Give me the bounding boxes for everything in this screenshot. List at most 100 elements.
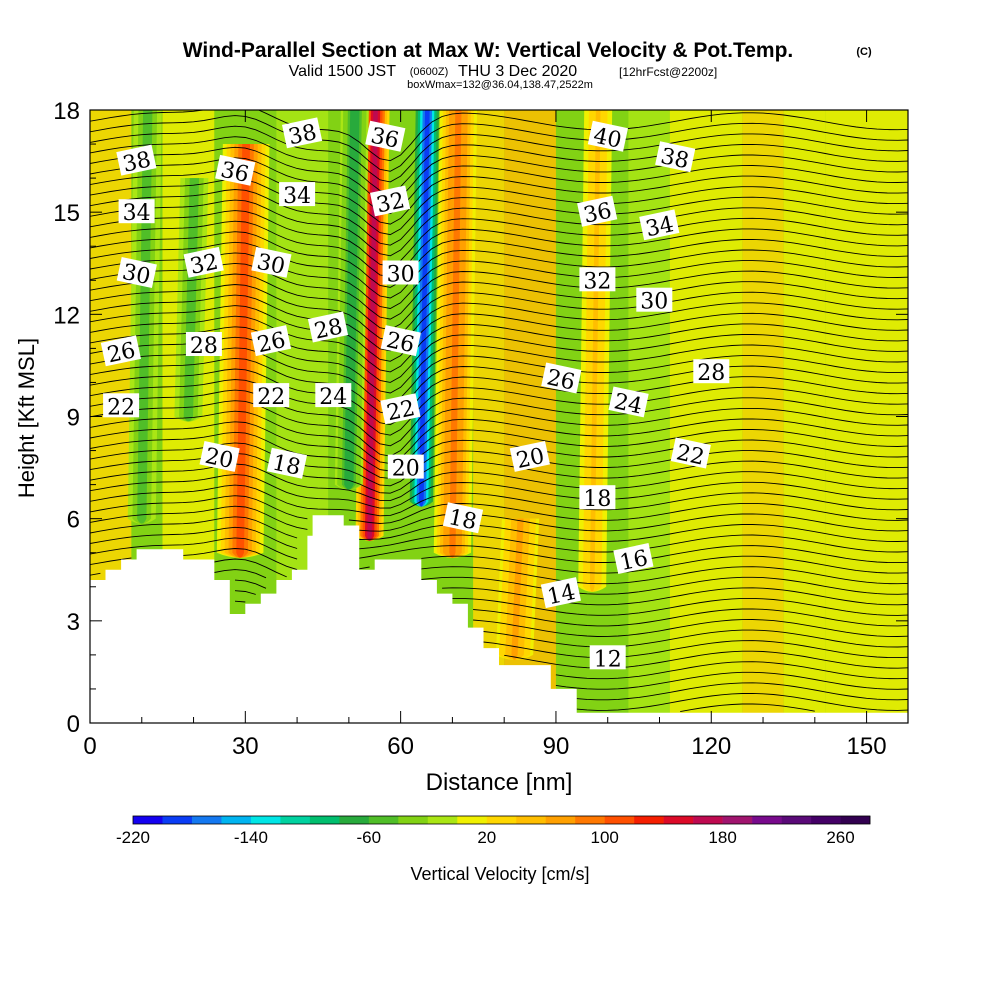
isentrope-label-text: 22 (107, 395, 135, 420)
velocity-background-band (742, 110, 784, 723)
isentrope-line (90, 220, 908, 278)
colorbar-tick-label: -220 (116, 828, 150, 847)
isentrope-label-text: 34 (283, 184, 311, 209)
velocity-plume (174, 178, 209, 422)
velocity-background-band (669, 110, 743, 723)
isentrope-line (90, 294, 908, 352)
terrain (90, 515, 908, 723)
colorbar-swatch (486, 816, 517, 824)
isentrope-label-text: 30 (255, 250, 288, 280)
isentrope-line (90, 548, 908, 574)
isentrope-label-text: 28 (312, 314, 345, 344)
isentrope-line (90, 379, 908, 436)
isentrope-label-box (380, 393, 421, 425)
isentrope-label-text: 22 (674, 440, 707, 470)
isentrope-line (90, 368, 908, 426)
colorbar-swatch (663, 816, 694, 824)
terrain-mask (90, 515, 908, 723)
isentrope-label-text: 38 (286, 120, 319, 150)
velocity-contour (449, 110, 462, 558)
isentrope-line (214, 569, 908, 595)
isentrope-label-box (670, 437, 711, 469)
isentrope-label-text: 20 (392, 457, 420, 482)
isentrope-label: 22 (103, 393, 140, 420)
isentrope-line (234, 600, 908, 627)
isentrope-label-box (589, 645, 626, 670)
isentrope-label: 28 (185, 332, 222, 359)
colorbar-swatch (781, 816, 812, 824)
colorbar-swatch (309, 816, 340, 824)
isentrope-label-text: 38 (658, 144, 691, 174)
isentrope-line (90, 410, 908, 465)
isentrope-label-text: 22 (385, 396, 418, 426)
isentrope-line (90, 431, 908, 479)
isentrope-line (680, 703, 815, 713)
y-axis-label: Height [Kft MSL] (14, 338, 39, 498)
velocity-contour (511, 518, 524, 660)
isentrope-label-text: 36 (368, 124, 401, 154)
colorbar-swatch (604, 816, 635, 824)
isentrope-line (576, 682, 908, 701)
isentrope-label-text: 30 (387, 263, 415, 288)
colorbar: -220 -140 -60 20 100 180 260 (116, 815, 871, 847)
colorbar-swatch (545, 816, 576, 824)
isentrope-line (90, 389, 908, 447)
isentrope-label: 32 (369, 185, 411, 219)
isentrope-label-box (387, 454, 424, 479)
isentrope-label-box (215, 154, 256, 186)
isentrope-line (90, 347, 908, 405)
valid-utc: (0600Z) (410, 66, 449, 78)
colorbar-swatch (280, 816, 311, 824)
isentrope-label-box (369, 185, 411, 217)
isentrope-label-box (693, 359, 730, 384)
isentrope-line (90, 273, 908, 331)
plot-area: 38 34 30 26 22 36 32 28 20 38 34 30 26 22 18 28 24 36 32 30… (90, 110, 908, 723)
colorbar-tick-label: -60 (357, 828, 382, 847)
colorbar-tick-label: 260 (826, 828, 854, 847)
isentrope-label-text: 18 (270, 451, 303, 481)
isentrope-line (504, 650, 908, 669)
isentrope-label-text: 26 (384, 328, 417, 358)
colorbar-swatch (693, 816, 723, 824)
y-tick-label: 12 (53, 302, 80, 329)
isentrope-label-box (655, 141, 696, 173)
isentrope-labels: 38 34 30 26 22 36 32 28 20 38 34 30 26 22 18 28 24 36 32 30… (100, 117, 730, 672)
isentrope-line (90, 231, 908, 288)
isentrope-label-text: 18 (446, 505, 479, 535)
isentrope-label: 22 (253, 383, 290, 410)
colorbar-swatch (516, 816, 547, 824)
isentrope-label-text: 26 (105, 338, 138, 368)
isentrope-line (90, 284, 908, 341)
colorbar-swatch (840, 816, 871, 824)
colorbar-swatch (752, 816, 782, 824)
isentrope-label-box (613, 543, 654, 575)
isentrope-label-box (579, 485, 616, 510)
isentrope-line (576, 692, 908, 711)
isentrope-label-box (577, 195, 618, 227)
isentrope-label: 14 (540, 577, 581, 610)
isentrope-label-text: 30 (120, 260, 153, 290)
isentrope-label-box (382, 260, 419, 285)
x-tick-label: 30 (232, 733, 259, 760)
colorbar-tick-label: 100 (591, 828, 619, 847)
isentrope-label-text: 32 (583, 269, 611, 294)
copyright-mark: (C) (856, 46, 872, 58)
isentrope-label-text: 36 (218, 158, 251, 188)
isentrope-label: 38 (281, 117, 323, 150)
isentrope-line (90, 400, 908, 457)
colorbar-swatch (398, 816, 429, 824)
colorbar-swatch (457, 816, 488, 824)
x-tick-label: 90 (543, 733, 570, 760)
isentrope-label: 32 (579, 267, 616, 294)
colorbar-swatch (634, 816, 664, 824)
colorbar-swatch (191, 816, 222, 824)
isentrope-label: 34 (639, 209, 680, 242)
y-tick-label: 18 (53, 98, 80, 125)
isentrope-label-box (100, 335, 141, 367)
colorbar-tick-label: 20 (477, 828, 496, 847)
isentrope-label-text: 16 (618, 546, 651, 576)
isentrope-label: 20 (199, 440, 240, 474)
isentrope-label: 30 (116, 257, 157, 290)
isentrope-line (473, 619, 908, 637)
